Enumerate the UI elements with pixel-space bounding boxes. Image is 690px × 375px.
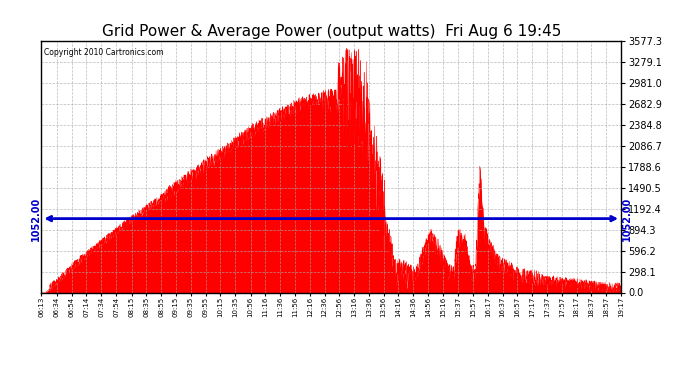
Text: Copyright 2010 Cartronics.com: Copyright 2010 Cartronics.com <box>44 48 164 57</box>
Title: Grid Power & Average Power (output watts)  Fri Aug 6 19:45: Grid Power & Average Power (output watts… <box>101 24 561 39</box>
Text: 1052.00: 1052.00 <box>31 196 41 241</box>
Text: 1052.00: 1052.00 <box>622 196 631 241</box>
